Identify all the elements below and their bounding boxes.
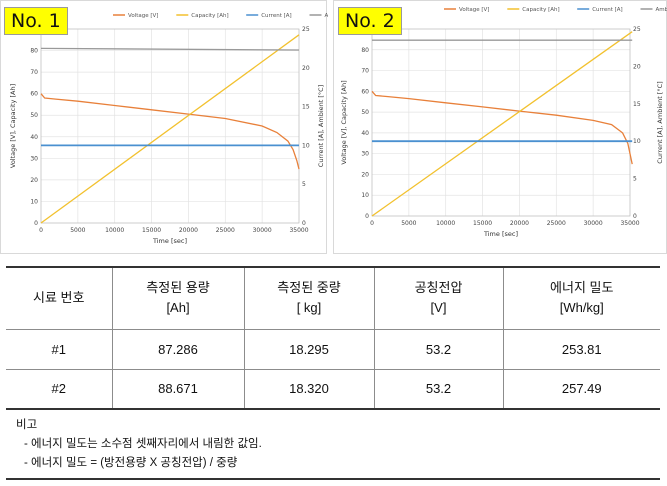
- y-right-tick-label: 5: [302, 181, 306, 188]
- y-left-tick-label: 30: [361, 151, 369, 158]
- y-left-tick-label: 50: [361, 109, 369, 116]
- chart-panel-no1: 0102030405060708090051015202505000100001…: [0, 0, 329, 254]
- cell-energy-density: 253.81: [502, 328, 660, 370]
- y-right-tick-label: 25: [633, 26, 641, 33]
- y-left-tick-label: 20: [30, 177, 38, 184]
- chart-no2: 0102030405060708090051015202505000100001…: [340, 7, 667, 238]
- x-tick-label: 5000: [401, 220, 416, 227]
- y-left-tick-label: 0: [34, 220, 38, 227]
- x-tick-label: 20000: [510, 220, 529, 227]
- x-tick-label: 20000: [179, 227, 198, 234]
- cell-sample: #1: [6, 328, 113, 370]
- x-tick-label: 35000: [289, 227, 308, 234]
- x-tick-label: 0: [370, 220, 374, 227]
- y-left-tick-label: 80: [30, 48, 38, 55]
- y-right-tick-label: 10: [302, 142, 310, 149]
- header-weight: 측정된 중량 [ kg]: [243, 266, 375, 330]
- x-tick-label: 35000: [620, 220, 639, 227]
- note-line-1: - 에너지 밀도는 소수점 셋째자리에서 내림한 값임.: [24, 438, 262, 450]
- legend-entry: Capacity [Ah]: [522, 7, 559, 13]
- y-right-tick-label: 0: [302, 220, 306, 227]
- table-row: #1 87.286 18.295 53.2 253.81: [6, 328, 660, 370]
- chart-no1: 0102030405060708090051015202505000100001…: [9, 13, 329, 245]
- cell-voltage: 53.2: [373, 368, 504, 410]
- series-line: [371, 31, 633, 217]
- header-sample: 시료 번호: [6, 266, 113, 330]
- chart-panel-no2: 0102030405060708090051015202505000100001…: [333, 0, 667, 254]
- cell-weight: 18.295: [243, 328, 375, 370]
- x-tick-label: 0: [39, 227, 43, 234]
- chart-badge-no2: No. 2: [338, 7, 402, 35]
- series-line: [40, 47, 300, 51]
- cell-capacity: 87.286: [111, 328, 245, 370]
- legend-entry: Voltage [V]: [459, 7, 489, 13]
- y-right-tick-label: 15: [302, 104, 310, 111]
- note-line-2: - 에너지 밀도 = (방전용량 X 공칭전압) / 중량: [24, 457, 238, 469]
- cell-capacity: 88.671: [111, 368, 245, 410]
- x-tick-label: 15000: [473, 220, 492, 227]
- y-right-tick-label: 5: [633, 176, 637, 183]
- y-right-axis-title: Current [A], Ambient [°C]: [656, 81, 664, 163]
- y-left-tick-label: 70: [30, 69, 38, 76]
- notes-title: 비고: [16, 419, 38, 431]
- series-line: [40, 34, 300, 224]
- x-tick-label: 10000: [105, 227, 124, 234]
- notes-section: 비고 - 에너지 밀도는 소수점 셋째자리에서 내림한 값임. - 에너지 밀도…: [16, 416, 262, 473]
- y-left-tick-label: 10: [30, 198, 38, 205]
- header-capacity: 측정된 용량 [Ah]: [111, 266, 245, 330]
- y-left-tick-label: 30: [30, 155, 38, 162]
- x-tick-label: 30000: [253, 227, 272, 234]
- legend-entry: Voltage [V]: [128, 13, 158, 19]
- cell-energy-density: 257.49: [502, 368, 660, 410]
- y-left-tick-label: 40: [30, 134, 38, 141]
- y-left-axis-title: Voltage [V], Capacity [Ah]: [340, 80, 348, 164]
- plot-area: [371, 28, 631, 217]
- legend-entry: Current [A]: [592, 7, 622, 13]
- y-left-tick-label: 80: [361, 47, 369, 54]
- legend-entry: Ambient [°C]: [325, 13, 329, 19]
- y-right-tick-label: 20: [302, 65, 310, 72]
- legend-entry: Current [A]: [261, 13, 291, 19]
- x-tick-label: 5000: [70, 227, 85, 234]
- x-tick-label: 25000: [216, 227, 235, 234]
- y-left-tick-label: 10: [361, 192, 369, 199]
- table-row: #2 88.671 18.320 53.2 257.49: [6, 368, 660, 410]
- x-axis-title: Time [sec]: [152, 237, 187, 245]
- y-left-tick-label: 20: [361, 171, 369, 178]
- y-right-tick-label: 0: [633, 213, 637, 220]
- cell-weight: 18.320: [243, 368, 375, 410]
- y-left-tick-label: 50: [30, 112, 38, 119]
- y-right-axis-title: Current [A], Ambient [°C]: [317, 85, 325, 167]
- y-right-tick-label: 15: [633, 101, 641, 108]
- y-right-tick-label: 25: [302, 26, 310, 33]
- plot-area: [40, 28, 300, 224]
- x-tick-label: 10000: [436, 220, 455, 227]
- y-right-tick-label: 10: [633, 138, 641, 145]
- y-left-tick-label: 40: [361, 130, 369, 137]
- header-voltage: 공칭전압 [V]: [373, 266, 504, 330]
- results-table: 시료 번호 측정된 용량 [Ah] 측정된 중량 [ kg] 공칭전압 [V] …: [6, 266, 660, 410]
- notes-bottom-rule: [6, 478, 660, 480]
- cell-sample: #2: [6, 368, 113, 410]
- y-left-tick-label: 70: [361, 68, 369, 75]
- legend-entry: Capacity [Ah]: [191, 13, 228, 19]
- header-energy-density: 에너지 밀도 [Wh/kg]: [502, 266, 660, 330]
- x-tick-label: 15000: [142, 227, 161, 234]
- legend-entry: Ambient [°C]: [656, 7, 667, 13]
- x-axis-title: Time [sec]: [483, 230, 518, 238]
- y-right-tick-label: 20: [633, 63, 641, 70]
- series-line: [40, 93, 300, 170]
- y-left-tick-label: 60: [361, 88, 369, 95]
- y-left-axis-title: Voltage [V], Capacity [Ah]: [9, 84, 17, 168]
- chart-badge-no1: No. 1: [4, 7, 68, 35]
- x-tick-label: 30000: [584, 220, 603, 227]
- cell-voltage: 53.2: [373, 328, 504, 370]
- y-left-tick-label: 0: [365, 213, 369, 220]
- y-left-tick-label: 60: [30, 91, 38, 98]
- x-tick-label: 25000: [547, 220, 566, 227]
- table-header-row: 시료 번호 측정된 용량 [Ah] 측정된 중량 [ kg] 공칭전압 [V] …: [6, 266, 660, 330]
